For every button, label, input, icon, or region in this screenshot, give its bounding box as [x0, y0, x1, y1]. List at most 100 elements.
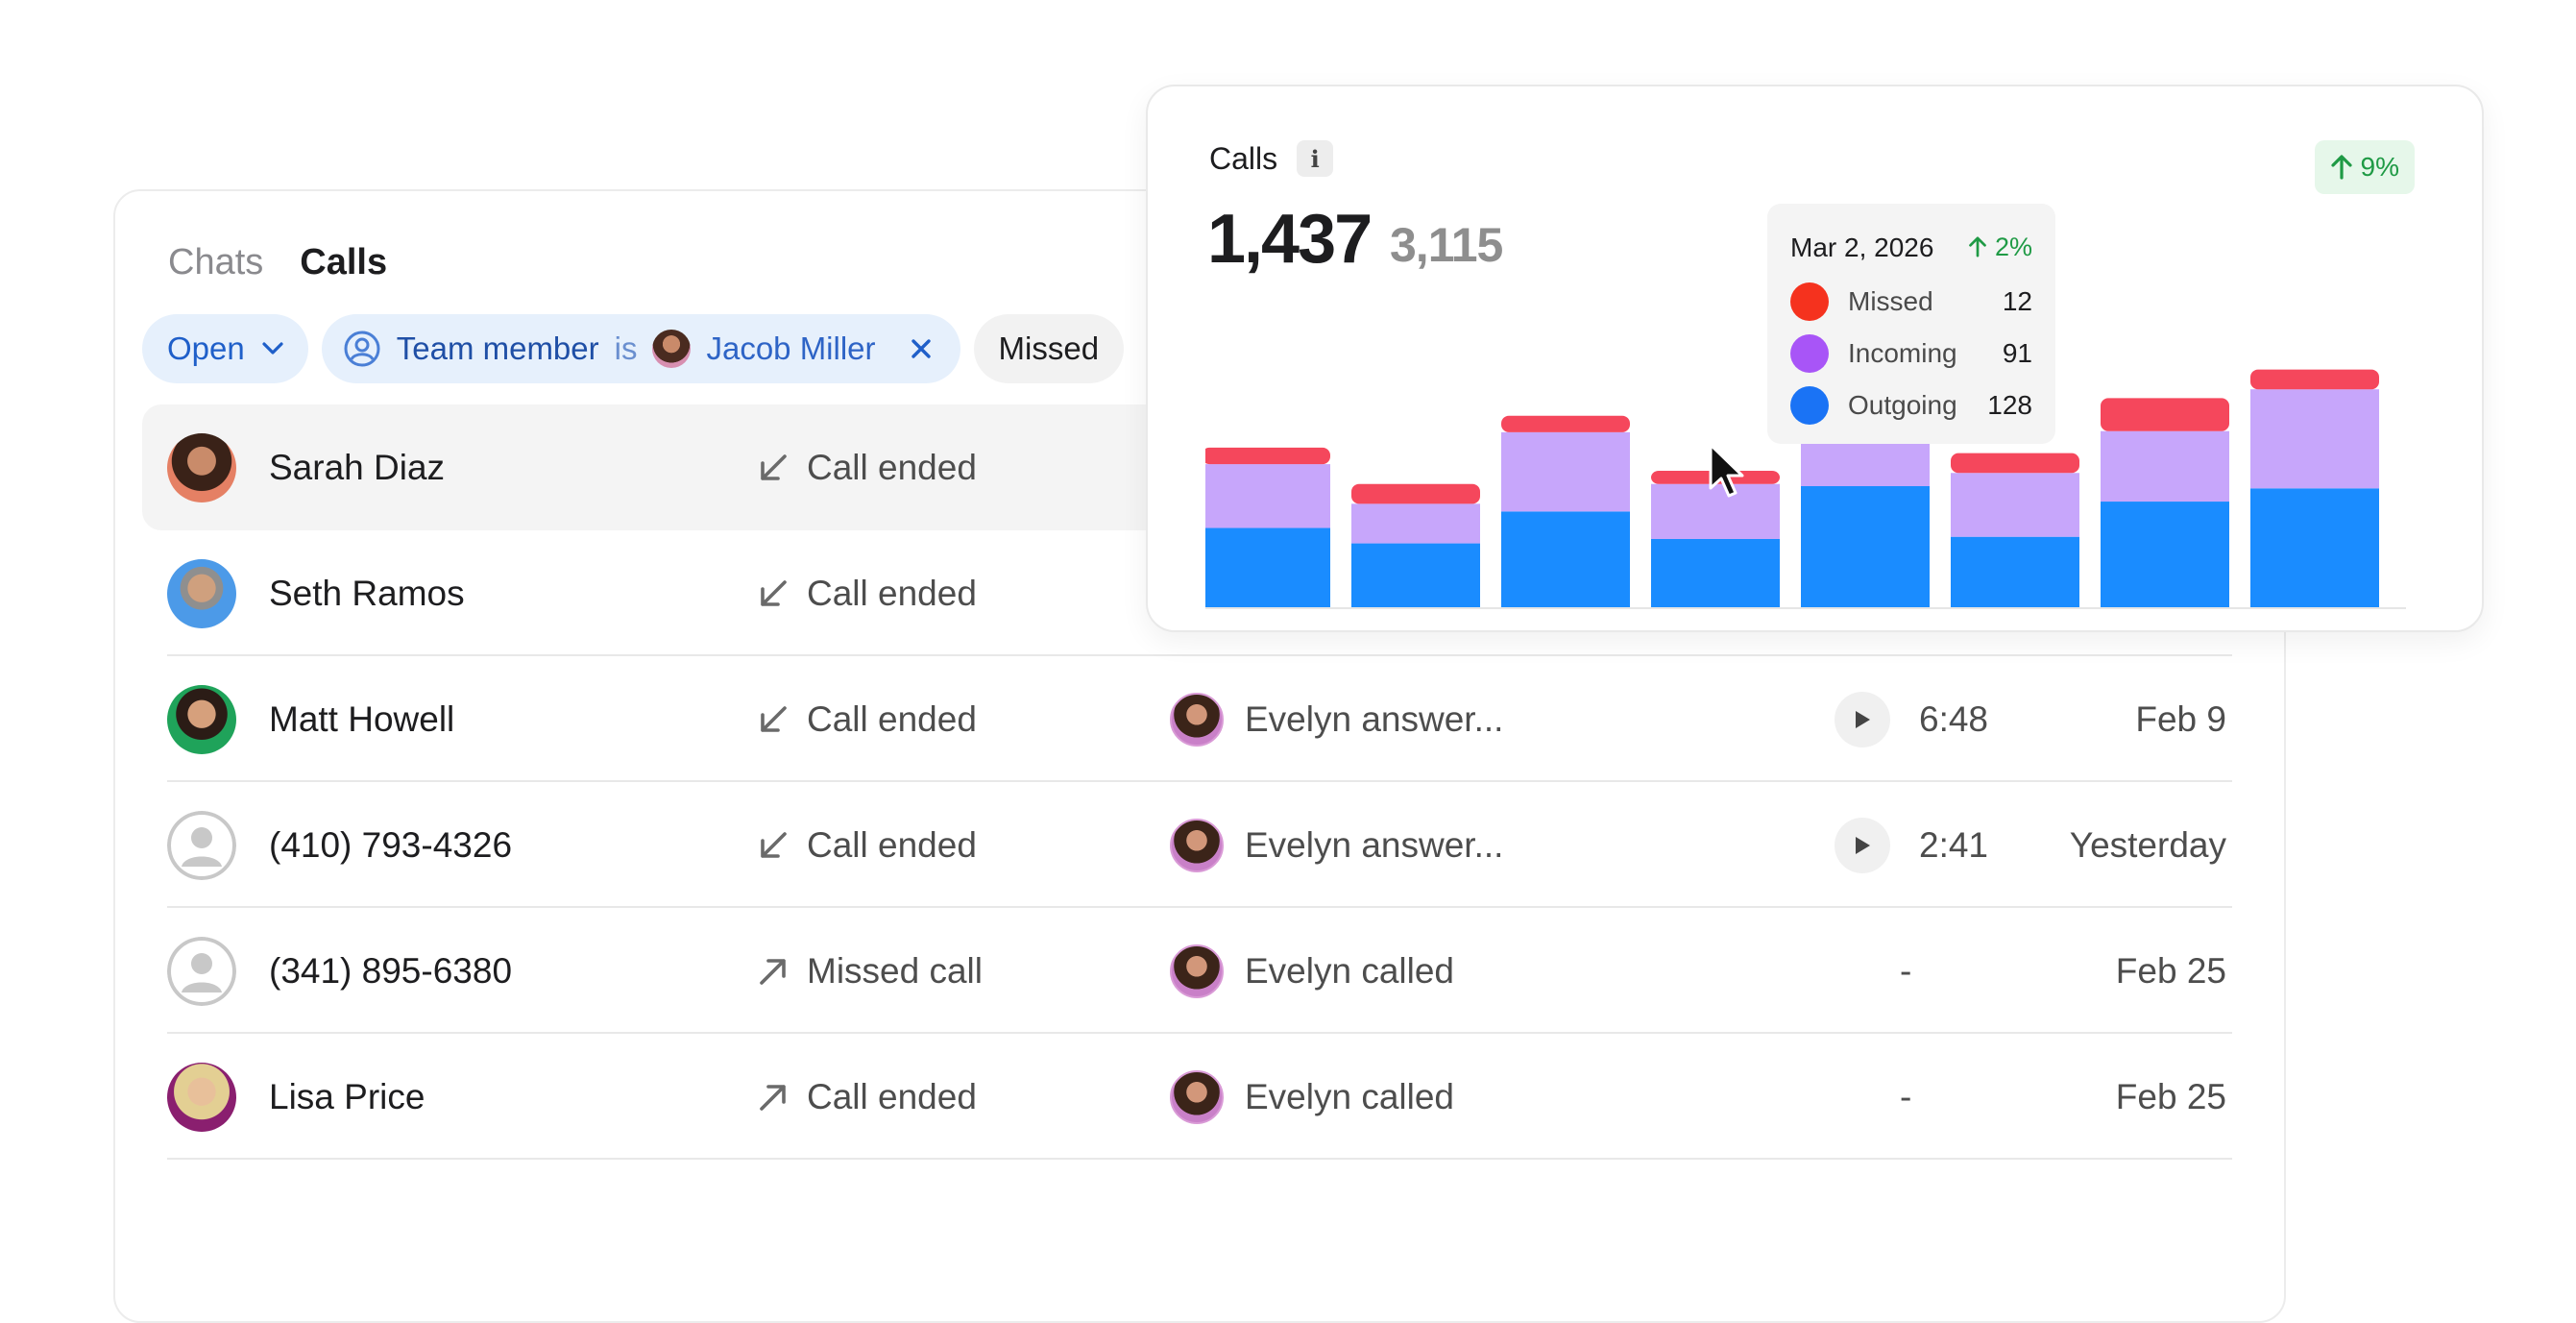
incoming-call-arrow-icon	[761, 579, 787, 606]
call-duration: -	[1900, 1076, 1912, 1116]
call-status-text: Call ended	[807, 824, 977, 865]
call-date: Feb 9	[2135, 698, 2226, 739]
call-duration: -	[1900, 950, 1912, 991]
bar-segment-missed[interactable]	[1351, 483, 1480, 504]
calls-stats-card: Calls i 1,437 3,115 9% 30 OctoberToday M…	[1146, 85, 2484, 632]
tooltip-row-incoming: Incoming 91	[1790, 334, 2032, 373]
bar-segment-outgoing[interactable]	[2250, 488, 2379, 607]
agent-avatar	[1170, 818, 1224, 872]
play-icon	[1856, 710, 1870, 728]
play-recording-button[interactable]	[1835, 817, 1890, 873]
call-status: Missed call	[757, 951, 983, 992]
call-status: Call ended	[757, 1077, 977, 1117]
tooltip-trend-value: 2%	[1994, 233, 2032, 261]
call-duration: 6:48	[1919, 698, 1989, 739]
incoming-call-arrow-icon	[761, 831, 787, 858]
bar-segment-incoming[interactable]	[1501, 431, 1630, 512]
team-member-label: Team member	[396, 331, 599, 366]
agent-text: Evelyn called	[1245, 950, 1455, 991]
bar-segment-outgoing[interactable]	[1351, 543, 1480, 607]
agent-info: Evelyn called	[1170, 1069, 1455, 1124]
trend-badge: 9%	[2314, 140, 2415, 194]
trend-value: 9%	[2360, 152, 2399, 182]
bar-segment-incoming[interactable]	[1651, 483, 1780, 539]
outgoing-call-arrow-icon	[760, 1084, 786, 1111]
open-filter-label: Open	[167, 331, 245, 366]
tooltip-row-missed: Missed 12	[1790, 282, 2032, 321]
calls-total: 1,437	[1207, 201, 1373, 278]
contact-name: Sarah Diaz	[269, 447, 446, 487]
call-date: Feb 25	[2115, 1076, 2226, 1116]
contact-name: Lisa Price	[269, 1076, 425, 1116]
user-silhouette-icon	[167, 936, 236, 1006]
avatar	[167, 1062, 236, 1132]
call-status-text: Missed call	[807, 950, 983, 991]
tab-chats[interactable]: Chats	[168, 242, 264, 282]
placeholder-avatar	[167, 810, 236, 880]
bar-segment-missed[interactable]	[2250, 369, 2379, 390]
bar-segment-outgoing[interactable]	[1801, 486, 1930, 607]
arrow-up-icon	[2330, 155, 2352, 180]
bar-segment-outgoing[interactable]	[1205, 527, 1330, 607]
tooltip-label: Incoming	[1848, 338, 1957, 368]
call-status: Call ended	[757, 825, 977, 866]
chart-tooltip: Mar 2, 2026 2% Missed 12 Incoming 91 Out…	[1767, 204, 2055, 444]
user-circle-icon	[344, 331, 380, 367]
tooltip-date: Mar 2, 2026	[1790, 233, 1934, 262]
contact-name: Matt Howell	[269, 698, 455, 739]
filter-bar: Open Team member is Jacob Miller Missed	[142, 314, 1125, 383]
bar-segment-outgoing[interactable]	[1501, 511, 1630, 607]
call-status-text: Call ended	[807, 698, 977, 739]
play-recording-button[interactable]	[1835, 691, 1890, 747]
tooltip-value: 12	[2002, 286, 2032, 316]
user-silhouette-icon	[167, 810, 236, 880]
tab-bar: Chats Calls	[168, 242, 387, 283]
contact-name: Seth Ramos	[269, 573, 465, 613]
bar-segment-missed[interactable]	[1205, 447, 1330, 465]
bar-segment-missed[interactable]	[2101, 398, 2229, 431]
call-status: Call ended	[757, 574, 977, 614]
missed-dot	[1790, 282, 1829, 321]
tab-calls[interactable]: Calls	[300, 242, 388, 282]
table-row[interactable]: (410) 793-4326 Call ended Evelyn answer...…	[142, 782, 2232, 908]
avatar	[167, 432, 236, 502]
tooltip-label: Outgoing	[1848, 390, 1957, 420]
bar-segment-outgoing[interactable]	[2101, 502, 2229, 607]
table-row[interactable]: Seth Ramos Call ended	[142, 530, 2232, 656]
incoming-call-arrow-icon	[761, 705, 787, 732]
close-icon[interactable]	[907, 334, 936, 363]
bar-segment-incoming[interactable]	[1205, 464, 1330, 528]
card-title-text: Calls	[1209, 140, 1278, 176]
bar-segment-outgoing[interactable]	[1651, 538, 1780, 607]
info-icon[interactable]: i	[1297, 140, 1334, 177]
agent-text: Evelyn called	[1245, 1076, 1455, 1116]
agent-avatar	[1170, 943, 1224, 998]
mouse-cursor-icon	[1709, 443, 1744, 498]
team-member-value: Jacob Miller	[706, 331, 876, 366]
tooltip-label: Missed	[1848, 286, 1933, 316]
tooltip-value: 91	[2002, 338, 2032, 368]
bar-segment-incoming[interactable]	[1351, 503, 1480, 544]
missed-filter-chip[interactable]: Missed	[973, 314, 1125, 383]
tooltip-row-outgoing: Outgoing 128	[1790, 386, 2032, 425]
avatar	[167, 684, 236, 754]
call-date: Feb 25	[2115, 950, 2226, 991]
bar-segment-missed[interactable]	[1501, 415, 1630, 432]
call-status-text: Call ended	[807, 573, 977, 613]
bar-segment-incoming[interactable]	[1951, 473, 2079, 537]
bar-segment-incoming[interactable]	[2250, 389, 2379, 489]
contact-name: (341) 895-6380	[269, 950, 513, 991]
bar-segment-incoming[interactable]	[2101, 430, 2229, 502]
agent-info: Evelyn answer...	[1170, 692, 1503, 747]
incoming-dot	[1790, 334, 1829, 373]
table-row[interactable]: (341) 895-6380 Missed call Evelyn called - F…	[142, 908, 2232, 1034]
card-title: Calls i	[1209, 140, 1334, 177]
bar-segment-outgoing[interactable]	[1951, 536, 2079, 607]
tooltip-value: 128	[1987, 390, 2032, 420]
missed-filter-label: Missed	[998, 331, 1100, 366]
bar-segment-missed[interactable]	[1951, 453, 2079, 474]
team-member-filter-chip[interactable]: Team member is Jacob Miller	[321, 314, 960, 383]
table-row[interactable]: Lisa Price Call ended Evelyn called - Feb 25	[142, 1034, 2232, 1160]
table-row[interactable]: Matt Howell Call ended Evelyn answer... 6:4…	[142, 656, 2232, 782]
open-filter-chip[interactable]: Open	[142, 314, 308, 383]
